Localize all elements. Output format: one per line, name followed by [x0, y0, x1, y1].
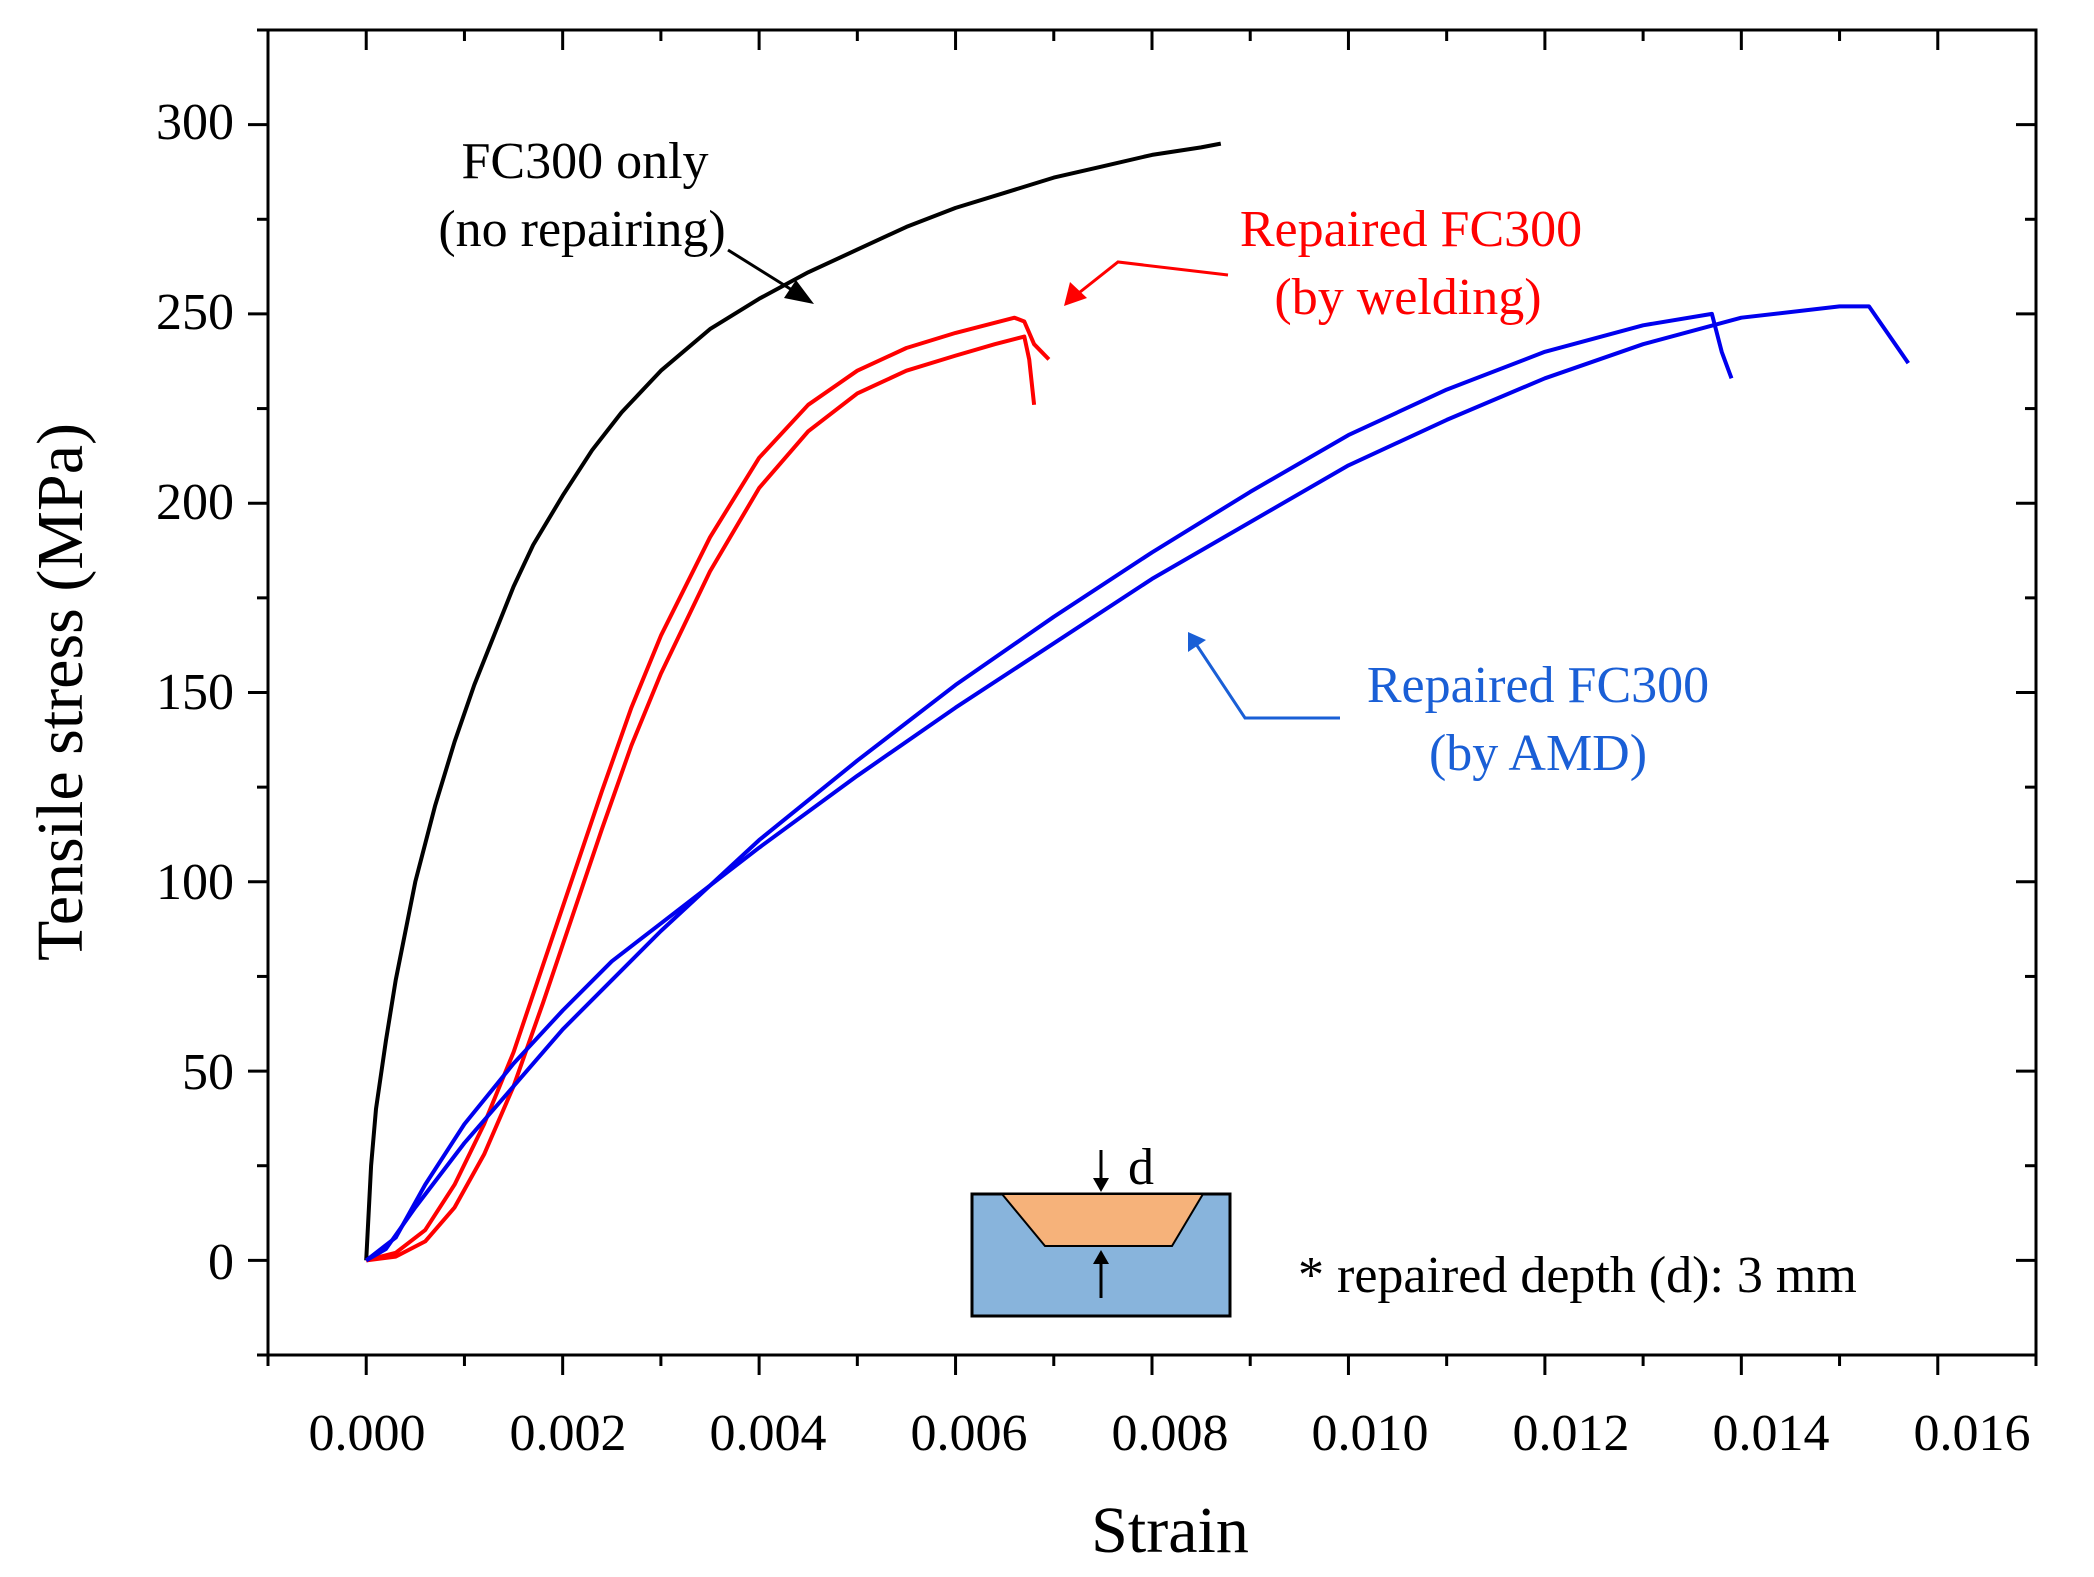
x-tick-label: 0.000: [309, 1405, 426, 1462]
x-tick-label: 0.002: [510, 1405, 627, 1462]
annotation-amd: Repaired FC300 (by AMD): [1188, 632, 1709, 782]
inset-bottom-arrowhead: [1093, 1250, 1109, 1264]
annotation-line: FC300 only: [461, 133, 708, 190]
series-line-4: [364, 304, 1910, 1262]
annotation-arrowhead: [784, 280, 814, 304]
series-line-3: [365, 334, 1037, 1263]
y-tick-label: 50: [182, 1044, 234, 1101]
x-tick-label: 0.008: [1112, 1405, 1229, 1462]
annotation-arrow-shaft: [1074, 260, 1229, 298]
x-tick-label: 0.006: [911, 1405, 1028, 1462]
x-tick-labels: 0.000 0.002 0.004 0.006 0.008 0.010 0.01…: [309, 1405, 2031, 1462]
y-tick-label: 250: [156, 284, 234, 341]
series-line-5: [365, 311, 1734, 1263]
y-tick-label: 100: [156, 854, 234, 911]
annotation-line: (by AMD): [1429, 725, 1647, 782]
y-tick-labels: 0 50 100 150 200 250 300: [156, 94, 234, 1291]
series-line-1: [364, 141, 1222, 1261]
inset-top-arrowhead: [1093, 1178, 1109, 1192]
y-tick-label: 200: [156, 474, 234, 531]
y-tick-label: 300: [156, 94, 234, 151]
x-tick-label: 0.004: [710, 1405, 827, 1462]
inset-label-d: d: [1128, 1139, 1154, 1196]
x-tick-label: 0.012: [1513, 1405, 1630, 1462]
x-tick-label: 0.010: [1312, 1405, 1429, 1462]
y-tick-label: 150: [156, 664, 234, 721]
x-tick-label: 0.014: [1713, 1405, 1830, 1462]
y-tick-label: 0: [208, 1234, 234, 1291]
x-tick-label: 0.016: [1914, 1405, 2031, 1462]
annotation-fc300-only: FC300 only (no repairing): [438, 133, 814, 304]
annotation-line: Repaired FC300: [1367, 657, 1709, 714]
footnote-repaired-depth: * repaired depth (d): 3 mm: [1298, 1247, 1857, 1304]
annotation-arrow-shaft: [1194, 643, 1340, 720]
annotation-line: (by welding): [1274, 269, 1541, 326]
y-axis-title: Tensile stress (MPa): [24, 423, 97, 961]
annotation-welding: Repaired FC300 (by welding): [1064, 201, 1582, 326]
annotation-line: (no repairing): [438, 201, 725, 258]
inset-schematic: d: [970, 1139, 1232, 1318]
annotation-arrowhead: [1064, 282, 1087, 306]
x-axis-title: Strain: [1091, 1494, 1249, 1567]
tick-layer: [248, 28, 2038, 1375]
annotation-line: Repaired FC300: [1240, 201, 1582, 258]
series-layer: [364, 141, 1910, 1263]
series-line-2: [365, 315, 1051, 1263]
annotation-arrowhead: [1188, 632, 1206, 652]
